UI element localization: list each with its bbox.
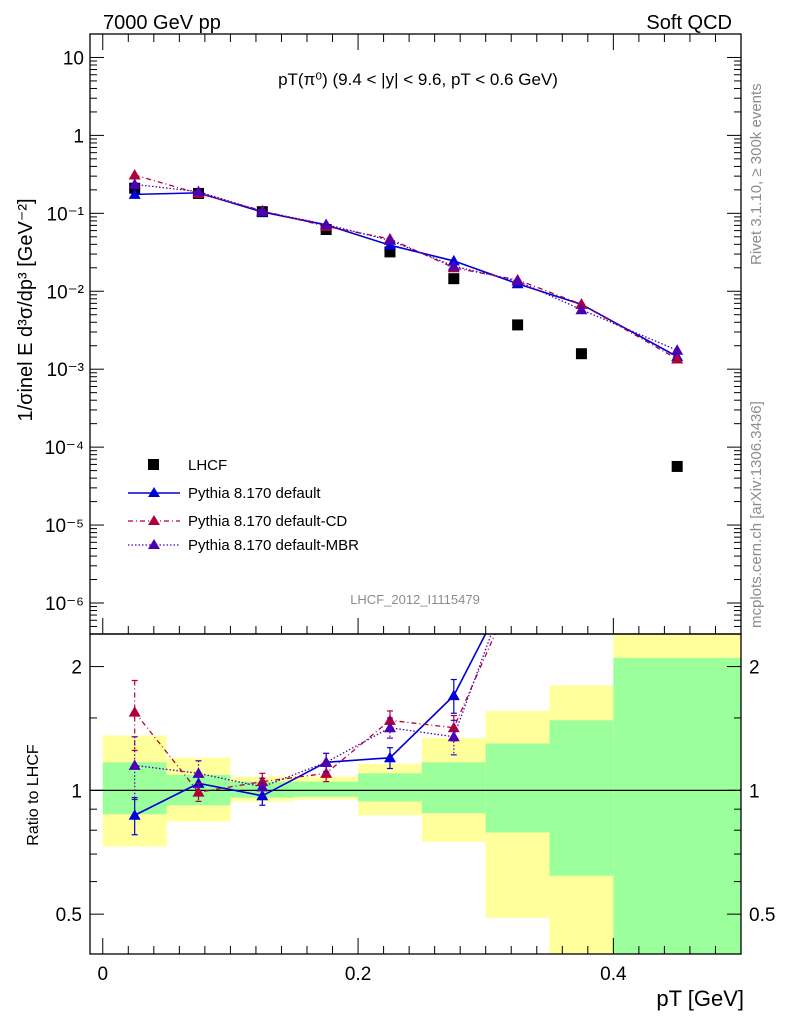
header-right: Soft QCD [646,12,732,34]
marker-mbr [192,185,205,197]
band-green [485,743,550,833]
marker-mbr [447,260,460,271]
data-point-lhcf [512,319,524,331]
series-line-default [134,192,678,358]
x-tick-label: 0.2 [345,964,371,985]
ratio-tick-label: 1 [71,781,82,802]
band-green [549,720,614,876]
x-tick-label: 0.4 [600,964,627,985]
band-green [421,762,486,814]
legend-marker-cd [148,515,160,525]
marker-cd [575,298,588,309]
analysis-tag: LHCF_2012_I1115479 [350,592,480,607]
ratio-tick-label: 0.5 [56,905,82,926]
legend-label-cd: Pythia 8.170 default-CD [188,513,347,530]
ratio-marker-mbr [320,756,333,767]
ratio-marker-cd [383,714,396,725]
ratio-marker-cd [128,706,141,717]
y-tick-label: 10⁻⁵ [45,516,84,537]
data-point-lhcf [671,460,683,472]
marker-default [128,188,141,199]
ratio-marker-default [447,689,460,701]
y-tick-label: 10⁻⁴ [45,438,84,459]
ratio-tick-label-right: 1 [749,781,760,802]
ratio-y-axis-label: Ratio to LHCF [25,744,42,846]
band-green [294,781,359,797]
marker-mbr [671,344,684,355]
x-axis-label: pT [GeV] [656,986,744,1011]
mcplots-label: mcplots.cern.ch [arXiv:1306.3436] [748,401,765,628]
marker-mbr [320,218,333,229]
ratio-tick-label-right: 2 [749,658,760,679]
ratio-marker-cd [512,577,524,588]
series-line-mbr [134,183,678,351]
legend-marker-lhcf [148,459,159,470]
marker-mbr [256,205,269,216]
y-tick-label: 10⁻³ [47,360,85,381]
marker-mbr [383,234,396,245]
ratio-marker-cd [320,767,333,778]
ratio-tick-label-right: 0.5 [749,905,775,926]
ratio-marker-mbr [256,780,269,792]
legend-marker-mbr [148,539,160,549]
data-point-lhcf [448,273,460,285]
marker-mbr [511,275,524,286]
ratio-marker-default [383,751,396,763]
ratio-marker-cd [447,721,460,733]
band-green [613,657,741,954]
marker-mbr [575,303,588,315]
ratio-marker-mbr [192,767,205,778]
y-tick-label: 1 [73,126,84,147]
legend-label-mbr: Pythia 8.170 default-MBR [188,537,359,554]
ratio-marker-mbr [128,759,141,770]
ratio-marker-cd [192,786,205,797]
series-line-cd [134,174,678,360]
data-point-lhcf [575,348,587,360]
header-left: 7000 GeV pp [103,12,221,34]
ratio-tick-label: 2 [71,658,82,679]
legend-label-lhcf: LHCF [188,457,227,474]
band-green [358,773,422,802]
marker-cd [128,169,141,180]
legend-label-default: Pythia 8.170 default [188,485,321,502]
ratio-marker-mbr [512,556,524,567]
y-tick-label: 10⁻⁶ [45,594,84,615]
rivet-label: Rivet 3.1.10, ≥ 300k events [748,83,765,265]
legend-marker-default [148,487,160,497]
marker-cd [671,353,684,364]
ratio-marker-default [512,566,524,577]
marker-mbr [128,178,141,189]
y-tick-label: 10 [63,48,84,69]
ratio-marker-mbr [383,721,396,733]
main-plot-series [128,169,684,472]
main-y-axis-label: 1/σinel E d³σ/dp³ [GeV⁻²] [15,198,37,421]
plot-title: pT(π⁰) (9.4 < |y| < 9.6, pT < 0.6 GeV) [278,70,558,89]
data-point-lhcf [384,246,396,258]
ratio-bands [90,634,741,954]
ratio-marker-mbr [447,730,460,742]
x-tick-label: 0 [97,964,108,985]
ratio-marker-default [256,789,269,801]
y-tick-label: 10⁻² [47,282,85,303]
legend: LHCF Pythia 8.170 default Pythia 8.170 d… [128,457,359,554]
ratio-frame [89,633,742,955]
ratio-plot-series [128,556,524,836]
ratio-marker-default [128,809,141,820]
y-tick-label: 10⁻¹ [47,204,85,225]
